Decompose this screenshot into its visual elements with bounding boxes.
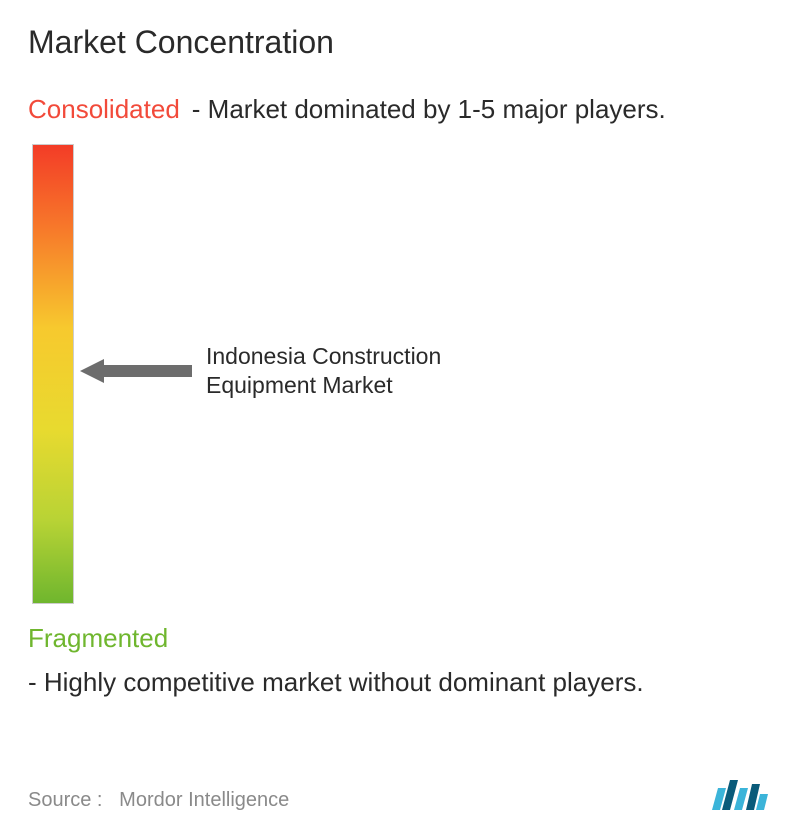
brand-logo [710, 774, 768, 812]
footer-row: Source : Mordor Intelligence [28, 774, 768, 812]
page-title: Market Concentration [28, 24, 768, 61]
fragmented-word: Fragmented [28, 622, 168, 655]
concentration-scale: Indonesia Construction Equipment Market [32, 144, 768, 604]
arrow-left-icon [80, 357, 192, 385]
consolidated-desc: - Market dominated by 1-5 major players. [192, 93, 666, 126]
page-root: Market Concentration Consolidated - Mark… [0, 0, 796, 834]
source-name: Mordor Intelligence [119, 789, 289, 811]
consolidated-word: Consolidated [28, 93, 180, 126]
fragmented-desc: - Highly competitive market without domi… [28, 666, 644, 699]
fragmented-label-row: Fragmented - Highly competitive market w… [28, 622, 768, 699]
market-marker-label: Indonesia Construction Equipment Market [206, 342, 546, 400]
source-text: Source : Mordor Intelligence [28, 789, 289, 812]
consolidated-label-row: Consolidated - Market dominated by 1-5 m… [28, 93, 768, 126]
gradient-bar [32, 144, 74, 604]
market-marker: Indonesia Construction Equipment Market [80, 342, 546, 400]
source-prefix: Source : [28, 789, 102, 811]
